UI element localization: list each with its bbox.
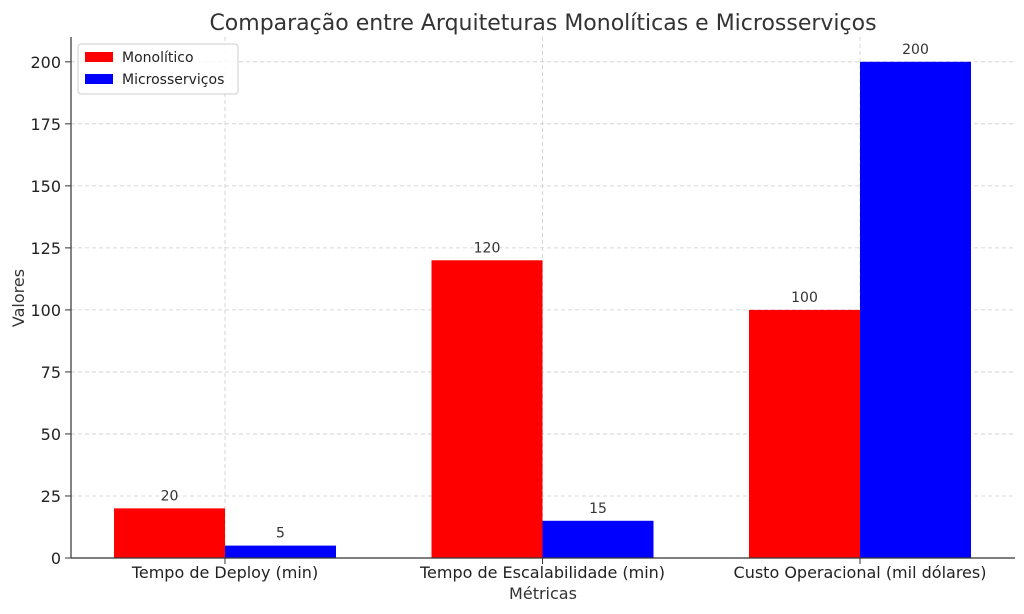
x-ticks: Tempo de Deploy (min) Tempo de Escalabili… (131, 558, 987, 582)
y-tick-label: 0 (51, 549, 61, 568)
data-label: 100 (791, 290, 818, 306)
data-label: 200 (902, 42, 929, 58)
legend-swatch (85, 74, 113, 84)
data-label: 5 (276, 526, 285, 542)
y-tick-label: 50 (41, 425, 61, 444)
legend-label: Monolítico (122, 50, 194, 66)
y-tick-label: 150 (30, 177, 61, 196)
x-tick-label: Custo Operacional (mil dólares) (734, 563, 987, 582)
data-labels: 20 120 100 5 15 200 (161, 42, 929, 542)
y-axis-label: Valores (9, 269, 28, 327)
bar (749, 309, 860, 558)
y-tick-label: 200 (30, 53, 61, 72)
x-tick-label: Tempo de Deploy (min) (131, 563, 318, 582)
y-tick-label: 175 (30, 115, 61, 134)
legend: Monolítico Microsserviços (77, 43, 239, 95)
bar (225, 545, 336, 558)
y-ticks: 0 25 50 75 100 125 150 175 200 (30, 53, 71, 568)
chart-title: Comparação entre Arquiteturas Monolítica… (209, 11, 876, 36)
x-axis-label: Métricas (509, 584, 577, 603)
bars (114, 61, 971, 559)
legend-label: Microsserviços (122, 72, 224, 88)
legend-box (77, 43, 239, 95)
data-label: 120 (474, 240, 501, 256)
data-label: 20 (161, 488, 179, 504)
bar (542, 520, 654, 558)
bar (431, 260, 543, 558)
bar (114, 508, 225, 558)
y-tick-label: 25 (41, 487, 61, 506)
y-tick-label: 75 (41, 363, 61, 382)
bar (860, 61, 971, 559)
y-tick-label: 100 (30, 301, 61, 320)
data-label: 15 (589, 501, 607, 517)
legend-swatch (85, 52, 113, 62)
y-tick-label: 125 (30, 239, 61, 258)
x-tick-label: Tempo de Escalabilidade (min) (419, 563, 665, 582)
